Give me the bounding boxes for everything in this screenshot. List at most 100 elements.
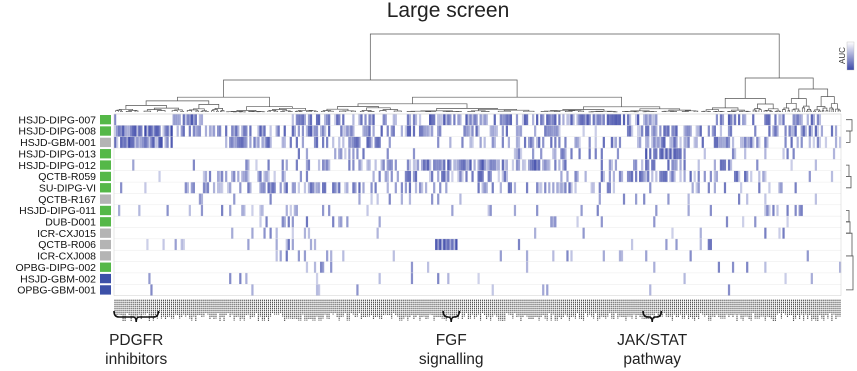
heatmap-cell [453, 114, 456, 126]
heatmap-cell [134, 136, 137, 149]
heatmap-cell [794, 204, 797, 217]
heatmap-cell [336, 182, 339, 194]
row-label: HSJD-DIPG-008 [18, 126, 96, 138]
heatmap-cell [560, 170, 563, 183]
heatmap-cell [263, 170, 266, 183]
heatmap-cell [154, 136, 157, 149]
heatmap-cell [348, 148, 351, 160]
heatmap-cell [307, 227, 311, 239]
heatmap-cell [338, 148, 341, 160]
heatmap-cell [437, 193, 440, 205]
heatmap-cell [806, 250, 809, 262]
heatmap-cell [651, 125, 654, 137]
heatmap-cell [483, 159, 486, 171]
heatmap-cell [364, 114, 367, 126]
heatmap-cell [461, 136, 464, 149]
heatmap-cell [245, 170, 248, 183]
heatmap-cell [532, 148, 535, 160]
heatmap-cell [786, 204, 789, 217]
heatmap-cell [350, 125, 353, 137]
heatmap-cell [122, 136, 125, 149]
heatmap-cell [707, 238, 710, 251]
heatmap-cell [328, 159, 331, 171]
heatmap-cell [322, 136, 325, 149]
heatmap-cell [414, 170, 418, 183]
heatmap-cell [503, 159, 506, 171]
heatmap-cell [303, 182, 307, 194]
heatmap-cell [477, 159, 480, 171]
heatmap-cell [701, 136, 704, 149]
heatmap-cell [307, 125, 311, 137]
heatmap-cell [792, 125, 795, 137]
heatmap-cell [513, 204, 517, 217]
heatmap-cell [307, 182, 311, 194]
heatmap-cell [570, 182, 573, 194]
column-dendrogram-branch [801, 107, 806, 111]
heatmap-cell [744, 114, 747, 126]
heatmap-cell [515, 114, 519, 126]
heatmap-cell [596, 114, 599, 126]
heatmap-cell [412, 114, 416, 126]
heatmap-cell [505, 125, 508, 137]
heatmap-cell [437, 238, 440, 251]
heatmap-cell [427, 261, 430, 273]
heatmap-cell [297, 114, 300, 126]
heatmap-cell [390, 125, 393, 137]
heatmap-cell [237, 136, 240, 149]
heatmap-cell [382, 159, 385, 171]
heatmap-cell [317, 114, 321, 126]
heatmap-cell [667, 148, 670, 160]
heatmap-cell [653, 114, 656, 126]
heatmap-cell [229, 182, 232, 194]
heatmap-cell [315, 114, 319, 126]
heatmap-cell [439, 114, 442, 126]
row-label: HSJD-GBM-002 [20, 273, 96, 285]
heatmap-cell [576, 136, 579, 149]
heatmap-cell [455, 159, 458, 171]
heatmap-cell [168, 125, 171, 137]
heatmap-cell [764, 136, 767, 149]
column-dendrogram-branch [763, 110, 768, 112]
heatmap-cell [606, 182, 609, 194]
heatmap-cell [764, 204, 767, 217]
heatmap-cell [814, 193, 817, 205]
heatmap-cell [645, 250, 648, 262]
row-group-box [100, 194, 111, 204]
heatmap-cell [146, 125, 149, 137]
heatmap-cell [600, 114, 603, 126]
heatmap-cell [443, 238, 446, 251]
heatmap-cell [744, 170, 747, 183]
heatmap-cell [140, 125, 143, 137]
heatmap-cell [507, 114, 511, 126]
heatmap-cell [190, 114, 193, 126]
heatmap-cell [182, 114, 185, 126]
heatmap-cell [578, 136, 581, 149]
heatmap-cell [610, 114, 613, 126]
heatmap-cell [651, 159, 654, 171]
heatmap-cell [679, 170, 682, 183]
heatmap-cell [239, 272, 242, 285]
heatmap-cell [554, 114, 557, 126]
heatmap-cell [358, 136, 361, 149]
heatmap-cell [838, 136, 842, 149]
heatmap-cell [588, 148, 591, 160]
heatmap-cell [606, 114, 609, 126]
heatmap-cell [796, 114, 799, 126]
heatmap-cell [352, 182, 355, 194]
heatmap-cell [467, 125, 470, 137]
heatmap-cell [210, 125, 214, 137]
heatmap-cell [412, 170, 416, 183]
heatmap-cell [301, 125, 305, 137]
heatmap-cell [350, 136, 353, 149]
heatmap-cell [580, 114, 583, 126]
heatmap-cell [673, 125, 676, 137]
heatmap-cell [727, 136, 731, 149]
heatmap-cell [338, 216, 341, 228]
heatmap-cell [838, 261, 842, 273]
heatmap-cell [683, 125, 686, 137]
heatmap-cell [114, 125, 117, 137]
heatmap-cell [435, 238, 438, 251]
heatmap-cell [576, 216, 579, 228]
heatmap-cell [729, 114, 733, 126]
heatmap-cell [269, 193, 272, 205]
